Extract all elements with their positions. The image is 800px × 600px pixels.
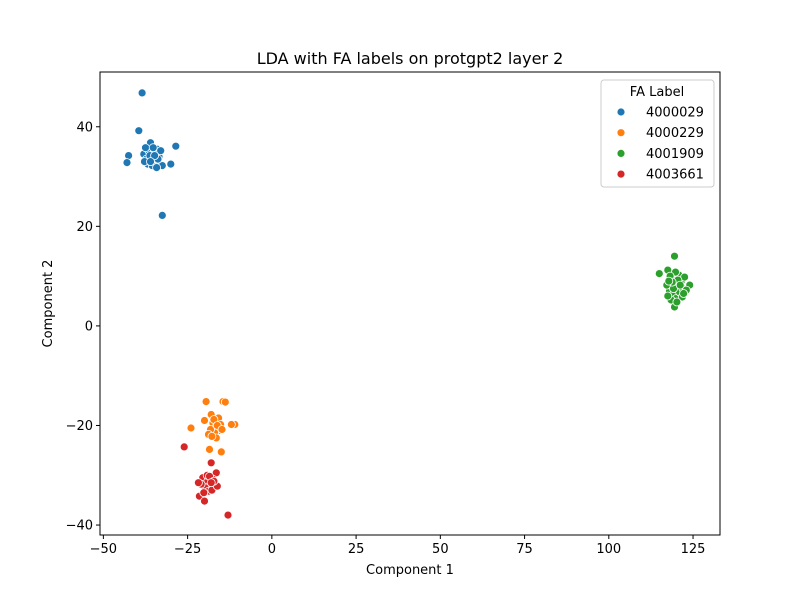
legend-marker — [616, 107, 626, 117]
data-point — [193, 478, 203, 488]
data-point — [157, 210, 167, 220]
data-point — [206, 478, 216, 488]
legend-label: 4000229 — [646, 126, 704, 141]
data-point — [137, 88, 147, 98]
points-layer — [122, 88, 695, 520]
data-point — [179, 442, 189, 452]
x-tick-label: −25 — [174, 542, 201, 557]
legend-box — [600, 79, 715, 188]
data-point — [134, 126, 144, 136]
series-4000229 — [186, 397, 240, 457]
data-point — [205, 444, 214, 454]
legend-title: FA Label — [630, 85, 684, 100]
data-point — [150, 151, 160, 161]
data-point — [217, 425, 227, 434]
x-axis-label: Component 1 — [366, 563, 454, 578]
legend-items: 4000029 4000229 4001909 4003661 — [616, 106, 704, 183]
data-point — [663, 291, 673, 301]
data-point — [156, 146, 166, 156]
legend-label: 4003661 — [646, 168, 704, 183]
y-tick-label: 0 — [85, 319, 93, 334]
data-point — [216, 447, 226, 457]
data-point — [670, 251, 679, 261]
data-point — [141, 143, 150, 153]
data-point — [122, 158, 132, 168]
data-point — [654, 269, 664, 279]
x-axis: −50 −25 0 25 50 75 100 125 — [90, 535, 706, 557]
data-point — [207, 431, 217, 441]
data-point — [672, 297, 682, 307]
data-point — [201, 397, 211, 407]
legend: FA Label 4000029 4000229 4001909 4003661 — [600, 79, 715, 188]
plot-frame — [99, 71, 721, 536]
data-point — [186, 423, 196, 433]
legend-marker — [616, 169, 626, 179]
x-tick-label: 50 — [432, 542, 449, 557]
data-point — [146, 157, 155, 167]
chart-title: LDA with FA labels on protgpt2 layer 2 — [257, 49, 564, 68]
data-point — [675, 280, 685, 290]
data-point — [206, 458, 216, 468]
legend-label: 4001909 — [646, 147, 704, 162]
data-point — [171, 141, 181, 151]
data-point — [199, 488, 209, 498]
x-tick-label: 0 — [268, 542, 276, 557]
x-tick-label: 125 — [681, 542, 706, 557]
series-4001909 — [654, 251, 695, 312]
data-point — [148, 143, 158, 153]
legend-marker — [616, 148, 626, 158]
legend-marker — [616, 128, 626, 138]
x-tick-label: 75 — [516, 542, 533, 557]
y-axis: −40 −20 0 20 40 — [66, 120, 100, 534]
data-point — [223, 510, 233, 520]
data-point — [664, 276, 674, 286]
x-tick-label: 100 — [596, 542, 621, 557]
data-point — [679, 289, 688, 298]
y-axis-label: Component 2 — [41, 260, 56, 348]
x-tick-label: 25 — [348, 542, 365, 557]
data-point — [152, 163, 162, 173]
data-point — [220, 397, 230, 407]
data-point — [166, 159, 176, 169]
data-point — [226, 420, 236, 429]
series-4000029 — [122, 88, 181, 220]
y-tick-label: −40 — [66, 519, 93, 534]
y-tick-label: 40 — [76, 120, 93, 135]
series-4003661 — [179, 442, 233, 520]
y-tick-label: −20 — [66, 419, 93, 434]
y-tick-label: 20 — [76, 220, 93, 235]
x-tick-label: −50 — [90, 542, 117, 557]
legend-label: 4000029 — [646, 106, 704, 121]
data-point — [200, 416, 209, 425]
data-point — [200, 496, 209, 506]
